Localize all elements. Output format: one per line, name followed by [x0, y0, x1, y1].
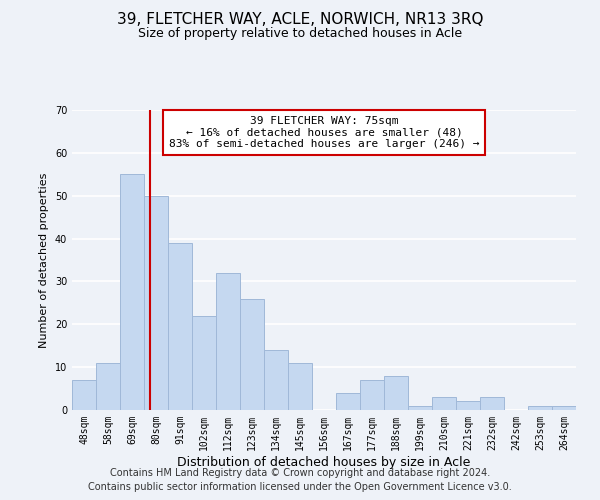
Bar — [144, 196, 168, 410]
Bar — [528, 406, 552, 410]
Y-axis label: Number of detached properties: Number of detached properties — [39, 172, 49, 348]
Text: Size of property relative to detached houses in Acle: Size of property relative to detached ho… — [138, 28, 462, 40]
Text: Contains HM Land Registry data © Crown copyright and database right 2024.: Contains HM Land Registry data © Crown c… — [110, 468, 490, 477]
Bar — [264, 350, 288, 410]
Bar — [456, 402, 480, 410]
X-axis label: Distribution of detached houses by size in Acle: Distribution of detached houses by size … — [178, 456, 470, 468]
Bar — [384, 376, 408, 410]
Text: 39, FLETCHER WAY, ACLE, NORWICH, NR13 3RQ: 39, FLETCHER WAY, ACLE, NORWICH, NR13 3R… — [117, 12, 483, 28]
Text: 39 FLETCHER WAY: 75sqm
← 16% of detached houses are smaller (48)
83% of semi-det: 39 FLETCHER WAY: 75sqm ← 16% of detached… — [169, 116, 479, 149]
Bar — [360, 380, 384, 410]
Bar — [216, 273, 240, 410]
Bar — [336, 393, 360, 410]
Bar — [408, 406, 432, 410]
Bar — [288, 363, 312, 410]
Bar — [168, 243, 192, 410]
Bar — [432, 397, 456, 410]
Bar — [96, 363, 120, 410]
Bar — [192, 316, 216, 410]
Bar — [72, 380, 96, 410]
Bar — [120, 174, 144, 410]
Bar — [552, 406, 576, 410]
Text: Contains public sector information licensed under the Open Government Licence v3: Contains public sector information licen… — [88, 482, 512, 492]
Bar — [240, 298, 264, 410]
Bar — [480, 397, 504, 410]
